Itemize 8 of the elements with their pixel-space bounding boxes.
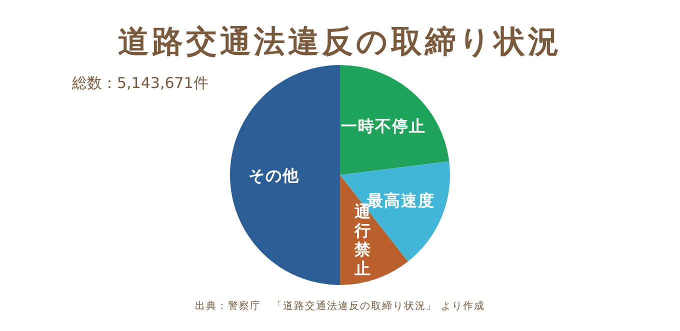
slice-label: その他 — [248, 166, 300, 185]
chart-title: 道路交通法違反の取締り状況 — [118, 24, 562, 60]
pie-slice — [340, 65, 450, 175]
pie-slice — [230, 65, 340, 285]
slice-label: 一時不停止 — [341, 116, 426, 136]
text: 総数：5,143,671件 — [71, 74, 208, 92]
pie-slice — [340, 161, 450, 262]
source-note: 出典：警察庁 「道路交通法違反の取締り状況」 より作成 — [194, 300, 486, 312]
